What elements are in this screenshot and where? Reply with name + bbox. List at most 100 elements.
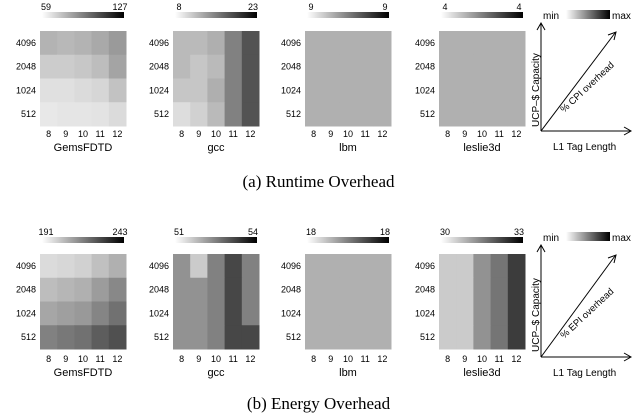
y-tick-label: 4096 (415, 261, 435, 271)
x-tick-label: 11 (495, 129, 504, 139)
x-tick-label: 10 (211, 129, 221, 139)
heatmap-cell (490, 301, 509, 326)
x-tick-label: 12 (377, 354, 387, 364)
legend-x-arrow-icon (623, 352, 633, 362)
legend-diagonal-arrow (540, 32, 616, 132)
heatmap-cell (305, 325, 323, 350)
x-tick-label: 11 (96, 354, 105, 364)
x-tick-label: 8 (311, 129, 316, 139)
heatmap-cell (373, 31, 392, 56)
heatmap-cell (356, 301, 375, 326)
heatmap-cell (322, 254, 340, 279)
heatmap-cell (490, 102, 509, 127)
heatmap-cell (190, 277, 208, 302)
heatmap-cell (173, 31, 191, 56)
heatmap-cell (57, 254, 75, 279)
y-tick-label: 1024 (149, 85, 169, 95)
heatmap-cell (473, 254, 492, 279)
heatmap-cell (74, 277, 93, 302)
heatmap-cell (74, 254, 93, 279)
heatmap-cell (57, 277, 75, 302)
legend-diagonal-arrow-icon (607, 31, 617, 41)
heatmap-cell (108, 102, 127, 127)
heatmap-panel-runtime-lbm: 9 9 4096 2048 1024 512 8 9 10 11 12 lbm (281, 2, 392, 154)
heatmap-cell (373, 277, 392, 302)
heatmap-cell (173, 54, 191, 79)
x-tick-label: 11 (361, 354, 370, 364)
x-tick-label: 10 (477, 129, 487, 139)
heatmap-cell (473, 277, 492, 302)
heatmap-cell (57, 301, 75, 326)
x-tick-label: 8 (179, 354, 184, 364)
heatmap-cell (439, 102, 457, 127)
legend-energy: min max UCP–$ Capacity L1 Tag Length % E… (531, 232, 633, 379)
y-tick-label: 2048 (281, 285, 301, 295)
y-tick-label: 1024 (415, 308, 435, 318)
heatmap-cell (173, 78, 191, 103)
heatmap-cell (108, 54, 127, 79)
heatmap-cell (74, 325, 93, 350)
x-tick-label: 12 (112, 129, 122, 139)
y-tick-label: 4096 (149, 261, 169, 271)
colorbar-max-label: 54 (248, 227, 258, 237)
heatmap-cell (322, 31, 340, 56)
heatmap-cell (305, 102, 323, 127)
legend-runtime: min max UCP–$ Capacity L1 Tag Length % C… (531, 10, 633, 153)
x-tick-label: 12 (245, 354, 255, 364)
heatmap-cell (439, 325, 457, 350)
y-tick-label: 1024 (16, 85, 36, 95)
x-tick-label: 11 (96, 129, 105, 139)
heatmap-cell (207, 254, 226, 279)
colorbar-min-label: 59 (41, 2, 51, 12)
x-tick-label: 9 (328, 129, 333, 139)
heatmap-cell (207, 78, 226, 103)
heatmap-cell (207, 277, 226, 302)
colorbar-min-label: 8 (176, 2, 181, 12)
heatmap-cell (241, 325, 260, 350)
legend-x-axis-label: L1 Tag Length (553, 142, 616, 153)
y-tick-label: 1024 (281, 85, 301, 95)
heatmap-panel-energy-gcc: 51 54 4096 2048 1024 512 8 9 10 11 12 gcc (149, 227, 260, 379)
caption-runtime: (a) Runtime Overhead (242, 172, 395, 191)
heatmap-cell (190, 325, 208, 350)
heatmap-cell (473, 325, 492, 350)
heatmap-cell (322, 325, 340, 350)
benchmark-title: GemsFDTD (54, 367, 113, 379)
heatmap-cell (456, 78, 474, 103)
heatmap-cell (322, 78, 340, 103)
x-tick-label: 11 (495, 354, 504, 364)
heatmap-cell (339, 325, 358, 350)
x-tick-label: 10 (343, 354, 353, 364)
colorbar (307, 12, 389, 18)
heatmap-cell (91, 277, 110, 302)
heatmap-cell (207, 31, 226, 56)
legend-gradient-bar (566, 10, 610, 19)
heatmap-cell (190, 78, 208, 103)
x-tick-label: 8 (179, 129, 184, 139)
legend-y-arrow-icon (536, 243, 546, 253)
heatmap-cell (507, 301, 526, 326)
heatmap-cell (224, 78, 243, 103)
heatmap-cell (473, 301, 492, 326)
y-tick-label: 1024 (16, 308, 36, 318)
heatmap-cell (356, 102, 375, 127)
heatmap-cell (322, 277, 340, 302)
heatmap-cell (91, 325, 110, 350)
colorbar-max-label: 33 (514, 227, 524, 237)
heatmap-cell (108, 301, 127, 326)
x-tick-label: 12 (377, 129, 387, 139)
heatmap-cell (40, 31, 58, 56)
y-tick-label: 2048 (149, 62, 169, 72)
caption-energy: (b) Energy Overhead (246, 394, 391, 413)
colorbar-min-label: 191 (38, 227, 53, 237)
heatmap-cell (356, 78, 375, 103)
colorbar (175, 12, 257, 18)
heatmap-cell (339, 277, 358, 302)
heatmap-cell (224, 54, 243, 79)
y-tick-label: 1024 (281, 308, 301, 318)
heatmap-cell (456, 325, 474, 350)
heatmap-cell (456, 102, 474, 127)
heatmap-cell (224, 301, 243, 326)
heatmap-cell (224, 254, 243, 279)
